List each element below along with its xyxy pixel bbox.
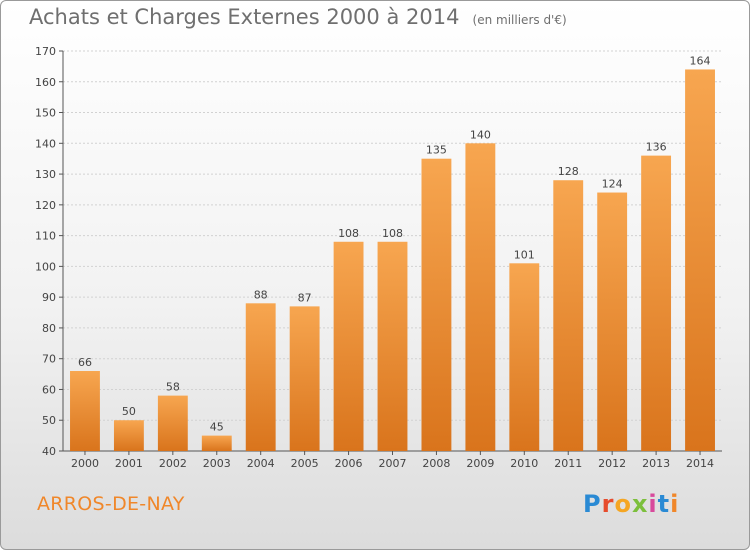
bar bbox=[553, 180, 584, 451]
title-unit: (en milliers d'€) bbox=[472, 13, 567, 27]
bar bbox=[597, 192, 628, 452]
bar bbox=[377, 241, 408, 451]
chart-title: Achats et Charges Externes 2000 à 2014 (… bbox=[29, 5, 567, 29]
x-tick-label: 2010 bbox=[510, 457, 538, 470]
data-label: 50 bbox=[122, 405, 136, 418]
y-tick-label: 80 bbox=[42, 322, 56, 335]
data-label: 58 bbox=[166, 381, 180, 394]
town-name: ARROS-DE-NAY bbox=[37, 493, 185, 515]
logo-letter: t bbox=[657, 490, 671, 518]
x-tick-label: 2007 bbox=[379, 457, 407, 470]
logo-letter: r bbox=[601, 490, 615, 518]
data-labels: 66 50 58 45 88 87 108 108 135 140 101 128 124 136 164 bbox=[78, 54, 711, 433]
x-tick-label: 2006 bbox=[335, 457, 363, 470]
bar bbox=[685, 69, 715, 451]
bar bbox=[333, 241, 364, 451]
data-label: 136 bbox=[646, 141, 667, 154]
data-label: 45 bbox=[210, 421, 224, 434]
y-tick-label: 150 bbox=[35, 107, 56, 120]
data-label: 108 bbox=[338, 227, 359, 240]
bar bbox=[509, 263, 540, 451]
bar bbox=[245, 303, 276, 451]
data-label: 135 bbox=[426, 144, 447, 157]
logo-letter: P bbox=[583, 490, 602, 518]
proxiti-logo[interactable]: Proxiti bbox=[583, 490, 679, 518]
y-tick-label: 140 bbox=[35, 137, 56, 150]
logo-letter: o bbox=[614, 490, 632, 518]
y-tick-label: 130 bbox=[35, 168, 56, 181]
y-tick-label: 110 bbox=[35, 230, 56, 243]
data-label: 108 bbox=[382, 227, 403, 240]
y-tick-label: 160 bbox=[35, 76, 56, 89]
bar bbox=[421, 158, 452, 451]
logo-letter: i bbox=[670, 490, 680, 518]
data-label: 66 bbox=[78, 356, 92, 369]
data-label: 101 bbox=[514, 248, 535, 261]
x-tick-label: 2001 bbox=[115, 457, 143, 470]
bar bbox=[113, 420, 144, 451]
x-tick-label: 2005 bbox=[291, 457, 319, 470]
x-tick-label: 2014 bbox=[686, 457, 714, 470]
bar bbox=[641, 155, 672, 451]
x-tick-label: 2003 bbox=[203, 457, 231, 470]
x-tick-label: 2012 bbox=[598, 457, 626, 470]
y-tick-label: 100 bbox=[35, 260, 56, 273]
y-tick-label: 170 bbox=[35, 45, 56, 58]
x-tick-label: 2002 bbox=[159, 457, 187, 470]
x-tick-label: 2008 bbox=[422, 457, 450, 470]
y-tick-label: 50 bbox=[42, 414, 56, 427]
title-main: Achats et Charges Externes 2000 à 2014 bbox=[29, 5, 460, 29]
bar bbox=[201, 435, 232, 451]
logo-letter: x bbox=[631, 490, 649, 518]
data-label: 128 bbox=[558, 165, 579, 178]
data-label: 164 bbox=[690, 54, 711, 67]
x-tick-label: 2009 bbox=[466, 457, 494, 470]
bar bbox=[465, 143, 496, 452]
bar bbox=[157, 395, 188, 451]
y-tick-label: 120 bbox=[35, 199, 56, 212]
data-label: 124 bbox=[602, 178, 623, 191]
x-tick-label: 2000 bbox=[71, 457, 99, 470]
axes: 40 50 60 70 80 90 100 110 120 130 140 150 160 170 2000… bbox=[35, 45, 722, 470]
bars bbox=[70, 69, 715, 452]
data-label: 88 bbox=[254, 288, 268, 301]
x-tick-label: 2011 bbox=[554, 457, 582, 470]
bar bbox=[70, 371, 100, 451]
data-label: 87 bbox=[298, 291, 312, 304]
y-tick-label: 70 bbox=[42, 353, 56, 366]
x-tick-label: 2013 bbox=[642, 457, 670, 470]
bar bbox=[289, 306, 320, 451]
data-label: 140 bbox=[470, 128, 491, 141]
y-tick-label: 60 bbox=[42, 383, 56, 396]
y-tick-label: 40 bbox=[42, 445, 56, 458]
logo-letter: i bbox=[648, 490, 658, 518]
x-tick-label: 2004 bbox=[247, 457, 275, 470]
y-tick-label: 90 bbox=[42, 291, 56, 304]
